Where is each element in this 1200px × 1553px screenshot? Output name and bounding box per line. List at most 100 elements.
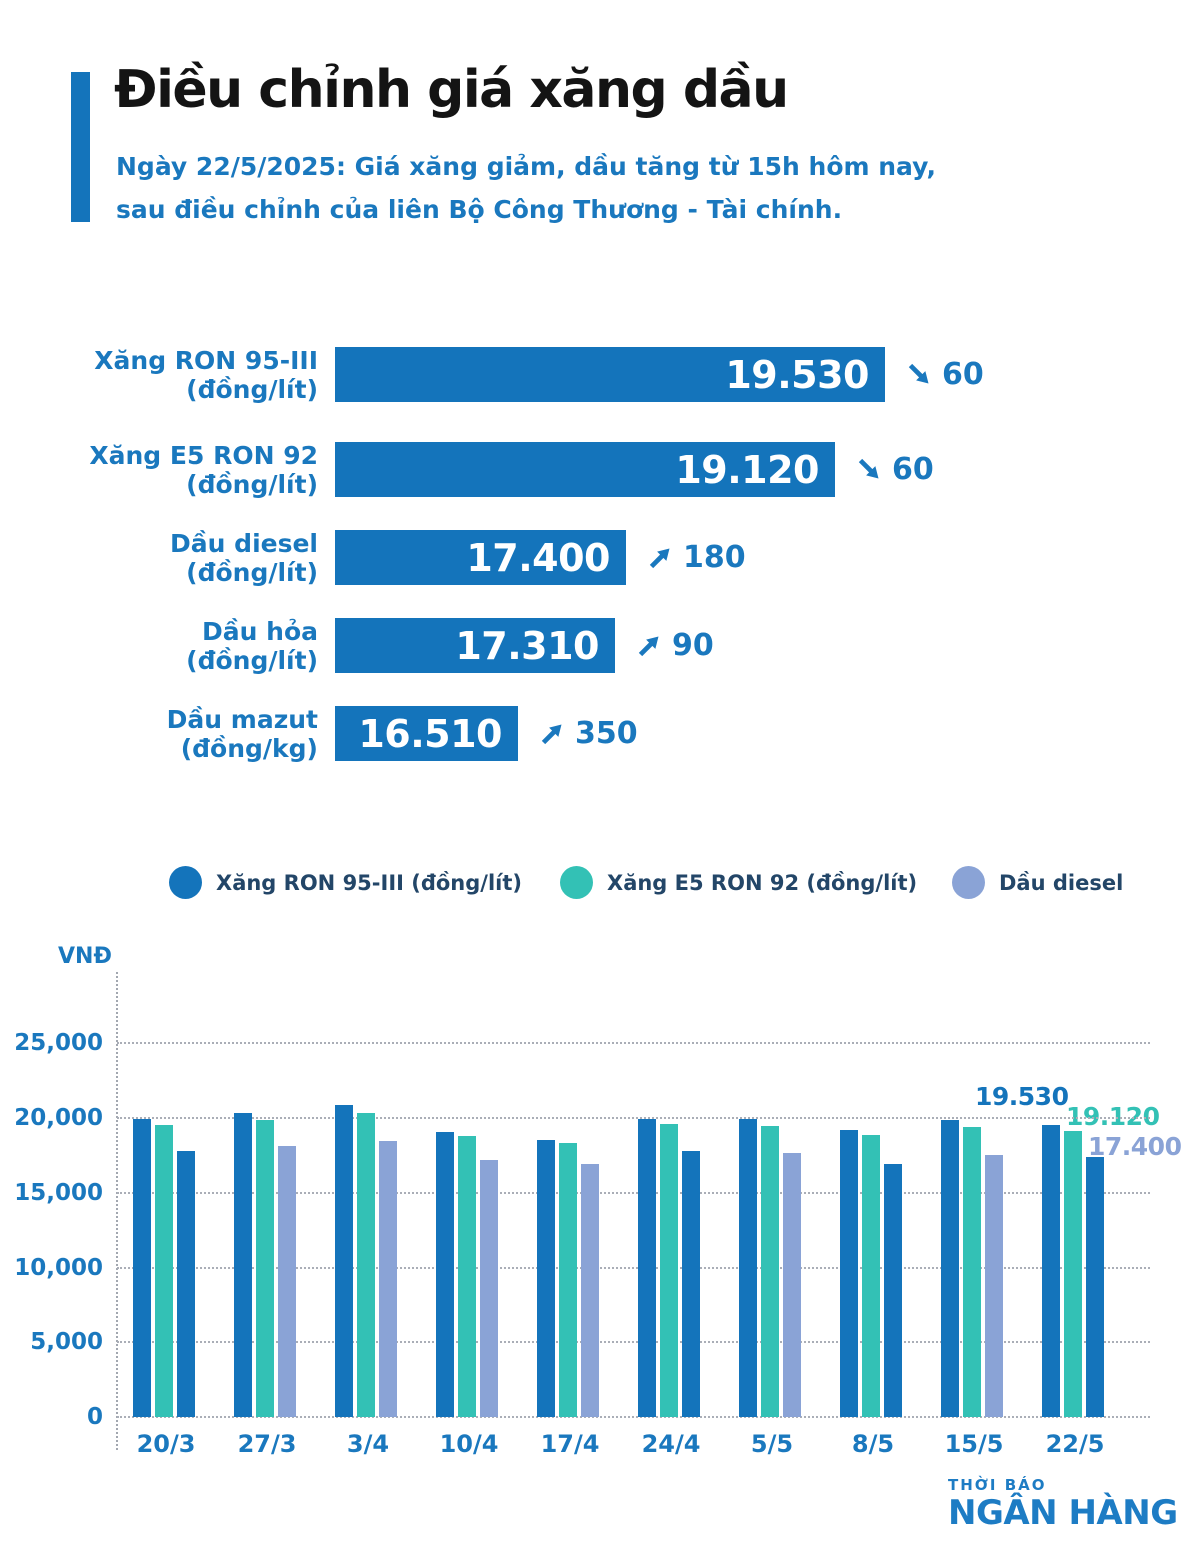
fuel-bar: 17.400	[335, 530, 626, 585]
fuel-label: Xăng E5 RON 92 (đồng/lít)	[40, 440, 318, 499]
x-tick-label-20/3: 20/3	[136, 1430, 196, 1458]
bar-diesel-8/5	[884, 1164, 902, 1417]
bar-e5-27/3	[256, 1120, 274, 1417]
fuel-price-value: 16.510	[358, 711, 502, 756]
bar-ron95-10/4	[436, 1132, 454, 1417]
bar-ron95-27/3	[234, 1113, 252, 1417]
fuel-price-value: 19.120	[675, 447, 819, 492]
chart-legend: Xăng RON 95-III (đồng/lít) Xăng E5 RON 9…	[0, 853, 1200, 905]
legend-label: Xăng RON 95-III (đồng/lít)	[216, 870, 522, 895]
gridline-0	[117, 1416, 1150, 1418]
page-subtitle-line1: Ngày 22/5/2025: Giá xăng giảm, dầu tăng …	[116, 152, 936, 181]
annotation-diesel: 17.400	[1088, 1132, 1182, 1161]
x-tick-label-17/4: 17/4	[540, 1430, 600, 1458]
bar-e5-17/4	[559, 1143, 577, 1417]
publisher-logo-bottom-text: NGÂN HÀNG	[948, 1493, 1178, 1533]
y-axis-line	[116, 972, 118, 1450]
arrow-up-icon	[649, 548, 670, 569]
x-tick-label-5/5: 5/5	[750, 1430, 794, 1458]
x-tick-label-15/5: 15/5	[944, 1430, 1004, 1458]
bar-diesel-24/4	[682, 1151, 700, 1417]
y-tick-label-15000: 15,000	[14, 1179, 103, 1206]
fuel-change: 60	[906, 347, 984, 402]
y-axis-unit-label: VNĐ	[58, 944, 112, 969]
fuel-change: 180	[647, 530, 746, 585]
legend-item-diesel: Dầu diesel	[952, 866, 1123, 899]
fuel-unit: (đồng/lít)	[186, 645, 318, 675]
bar-diesel-10/4	[480, 1160, 498, 1417]
bar-diesel-17/4	[581, 1164, 599, 1417]
bar-e5-24/4	[660, 1124, 678, 1417]
bar-diesel-15/5	[985, 1155, 1003, 1417]
page-subtitle-line2: sau điều chỉnh của liên Bộ Công Thương -…	[116, 195, 843, 224]
bar-diesel-3/4	[379, 1141, 397, 1417]
fuel-unit: (đồng/kg)	[180, 733, 318, 763]
x-tick-label-22/5: 22/5	[1045, 1430, 1105, 1458]
legend-swatch-e5ron92	[560, 866, 593, 899]
y-tick-label-20000: 20,000	[14, 1105, 103, 1131]
fuel-bar: 16.510	[335, 706, 518, 761]
fuel-name: Xăng E5 RON 92	[89, 440, 318, 470]
bar-ron95-5/5	[739, 1119, 757, 1417]
title-accent-bar	[71, 72, 90, 222]
arrow-down-icon	[858, 458, 879, 479]
bar-diesel-20/3	[177, 1151, 195, 1417]
publisher-logo: THỜI BÁO NGÂN HÀNG	[948, 1476, 1178, 1531]
fuel-bar: 17.310	[335, 618, 615, 673]
arrow-up-icon	[541, 724, 562, 745]
fuel-unit: (đồng/lít)	[186, 374, 318, 404]
x-tick-label-8/5: 8/5	[851, 1430, 895, 1458]
bar-e5-3/4	[357, 1113, 375, 1417]
gridline-25000	[117, 1042, 1150, 1045]
x-tick-label-3/4: 3/4	[346, 1430, 390, 1458]
fuel-bar: 19.120	[335, 442, 835, 497]
bar-e5-20/3	[155, 1125, 173, 1417]
fuel-row-kerosene: Dầu hỏa (đồng/lít) 17.310 90	[0, 616, 1200, 675]
legend-item-e5ron92: Xăng E5 RON 92 (đồng/lít)	[560, 866, 917, 899]
annotation-e5ron92: 19.120	[1066, 1102, 1160, 1131]
page-title: Điều chỉnh giá xăng dầu	[114, 60, 789, 120]
fuel-change-value: 350	[575, 716, 638, 751]
arrow-down-icon	[908, 363, 929, 384]
fuel-change-value: 180	[683, 540, 746, 575]
y-tick-label-10000: 10,000	[14, 1254, 103, 1281]
x-tick-label-27/3: 27/3	[237, 1430, 297, 1458]
fuel-bar: 19.530	[335, 347, 885, 402]
fuel-row-ron95: Xăng RON 95-III (đồng/lít) 19.530 60	[0, 346, 1200, 404]
fuel-label: Dầu hỏa (đồng/lít)	[40, 616, 318, 675]
fuel-label: Dầu diesel (đồng/lít)	[40, 528, 318, 587]
fuel-change-value: 60	[942, 357, 984, 392]
fuel-label: Dầu mazut (đồng/kg)	[40, 704, 318, 763]
fuel-name: Dầu mazut	[166, 704, 318, 734]
legend-swatch-diesel	[952, 866, 985, 899]
bar-e5-22/5	[1064, 1131, 1082, 1417]
bar-ron95-17/4	[537, 1140, 555, 1417]
bar-e5-15/5	[963, 1127, 981, 1417]
arrow-up-icon	[638, 636, 659, 657]
x-tick-label-10/4: 10/4	[439, 1430, 499, 1458]
bar-e5-10/4	[458, 1136, 476, 1417]
bar-e5-5/5	[761, 1126, 779, 1417]
gridline-5000	[117, 1341, 1150, 1344]
y-tick-label-5000: 5,000	[30, 1329, 103, 1356]
fuel-name: Dầu hỏa	[202, 616, 318, 646]
fuel-row-mazut: Dầu mazut (đồng/kg) 16.510 350	[0, 704, 1200, 763]
legend-swatch-ron95	[169, 866, 202, 899]
fuel-price-value: 19.530	[725, 352, 869, 397]
bar-ron95-20/3	[133, 1119, 151, 1417]
fuel-name: Dầu diesel	[170, 528, 318, 558]
bar-diesel-5/5	[783, 1153, 801, 1417]
publisher-logo-top-text: THỜI BÁO	[948, 1476, 1047, 1494]
bar-diesel-27/3	[278, 1146, 296, 1417]
bar-ron95-8/5	[840, 1130, 858, 1417]
fuel-change-value: 60	[892, 452, 934, 487]
fuel-change: 350	[539, 706, 638, 761]
fuel-price-value: 17.310	[455, 623, 599, 668]
y-tick-label-0: 0	[86, 1404, 103, 1430]
gridline-15000	[117, 1191, 1150, 1194]
annotation-ron95: 19.530	[975, 1082, 1069, 1111]
legend-label: Dầu diesel	[999, 870, 1124, 895]
fuel-change: 60	[856, 442, 934, 497]
fuel-change: 90	[636, 618, 714, 673]
